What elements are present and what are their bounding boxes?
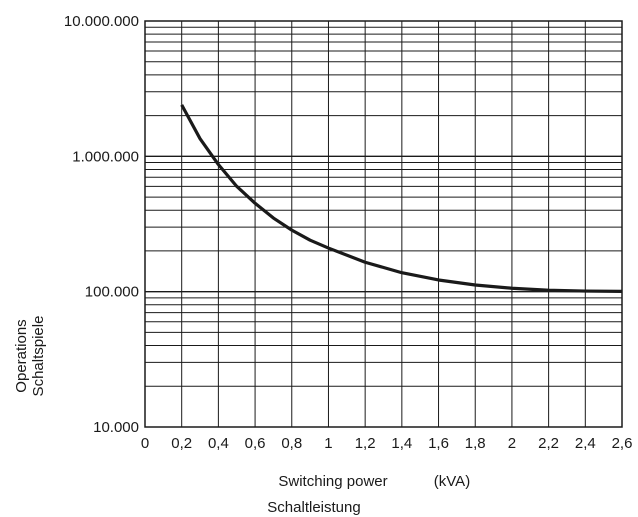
y-axis-label: Operations — [13, 319, 30, 392]
x-tick-label: 1,2 — [355, 435, 376, 452]
x-tick-label: 1,4 — [391, 435, 412, 452]
y-axis-ticks: 10.000 100.000 1.000.000 10.000.000 — [64, 13, 139, 436]
plot-border — [144, 20, 623, 428]
x-tick-label: 1,6 — [428, 435, 449, 452]
x-tick-label: 1,8 — [465, 435, 486, 452]
y-tick-label: 1.000.000 — [72, 148, 139, 165]
y-tick-label: 100.000 — [85, 284, 139, 301]
x-tick-label: 0,8 — [281, 435, 302, 452]
x-axis-ticks: 0 0,2 0,4 0,6 0,8 1 1,2 1,4 1,6 1,8 2 2,2 2,4 2,6 — [141, 435, 633, 452]
x-tick-label: 2,2 — [538, 435, 559, 452]
plot-frame — [144, 20, 623, 428]
y-tick-label: 10.000 — [93, 419, 139, 436]
y-tick-label: 10.000.000 — [64, 13, 139, 30]
x-axis-sublabel: Schaltleistung — [267, 499, 360, 516]
x-tick-label: 0 — [141, 435, 149, 452]
x-tick-label: 2,6 — [612, 435, 633, 452]
x-tick-label: 0,2 — [171, 435, 192, 452]
x-tick-label: 0,6 — [245, 435, 266, 452]
x-tick-label: 2,4 — [575, 435, 596, 452]
x-tick-label: 0,4 — [208, 435, 229, 452]
x-axis-label: Switching power — [278, 473, 387, 490]
grid — [145, 21, 622, 427]
series-layer — [180, 104, 623, 293]
y-axis-sublabel: Schaltspiele — [30, 316, 47, 397]
x-tick-label: 1 — [324, 435, 332, 452]
series-line-0 — [180, 104, 623, 293]
x-axis-unit: (kVA) — [434, 473, 470, 490]
x-tick-label: 2 — [508, 435, 516, 452]
